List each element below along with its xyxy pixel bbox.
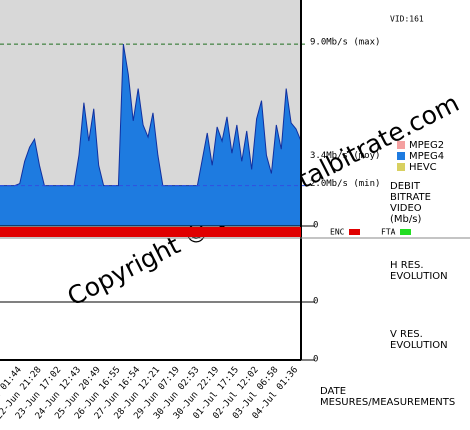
x-axis-label: DATE [320, 386, 346, 397]
status-swatch [349, 229, 360, 235]
legend-label: HEVC [409, 162, 437, 173]
y-axis-label: BITRATE [390, 192, 431, 203]
y-axis-label: (Mb/s) [390, 214, 421, 225]
reference-label: 3.4Mb/s (moy) [310, 151, 380, 161]
reference-label: 9.0Mb/s (max) [310, 38, 380, 48]
panel-title: H RES. [390, 260, 424, 271]
y-tick-label: 0 [313, 355, 318, 365]
legend-swatch [397, 152, 405, 160]
status-swatch [400, 229, 411, 235]
y-axis-label: VIDEO [390, 203, 422, 214]
legend-swatch [397, 141, 405, 149]
legend-label: MPEG2 [409, 140, 444, 151]
status-label: FTA [381, 228, 396, 237]
y-tick-label: 0 [313, 297, 318, 307]
reference-label: 2.0Mb/s (min) [310, 179, 380, 189]
status-label: ENC [330, 228, 345, 237]
legend-swatch [397, 163, 405, 171]
x-axis-label: MESURES/MEASUREMENTS [320, 397, 455, 408]
panel-title: EVOLUTION [390, 271, 448, 282]
y-axis-label: DEBIT [390, 181, 421, 192]
y-tick-label: 0 [313, 221, 318, 231]
legend-label: MPEG4 [409, 151, 444, 162]
vid-label: VID:161 [390, 15, 424, 24]
status-band [0, 227, 301, 237]
panel-title: EVOLUTION [390, 340, 448, 351]
panel-title: V RES. [390, 329, 423, 340]
